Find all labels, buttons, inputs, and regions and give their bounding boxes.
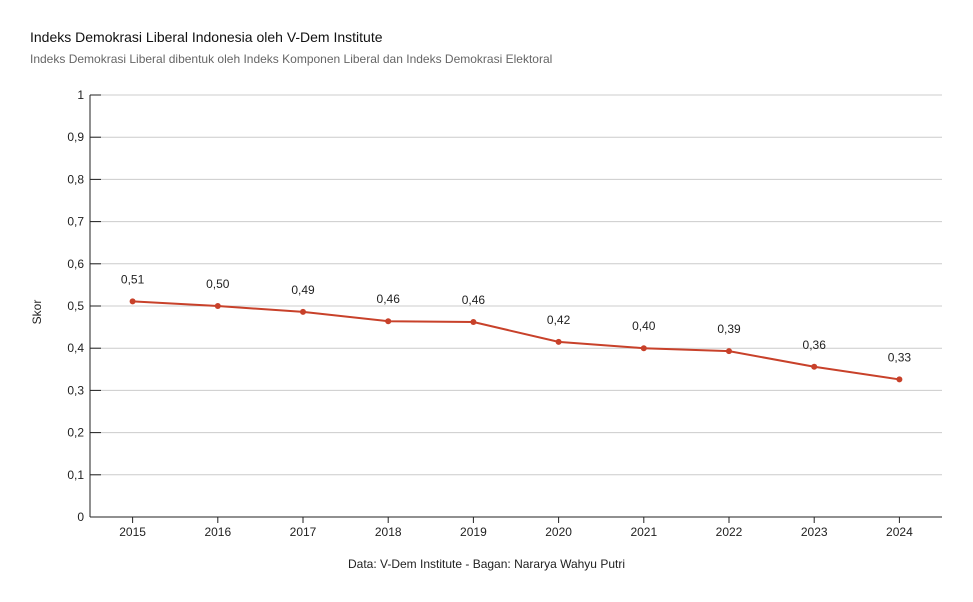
y-axis-label: Skor	[30, 300, 44, 325]
x-tick-label: 2018	[375, 525, 402, 539]
x-tick-label: 2019	[460, 525, 487, 539]
y-axis-ticks: 0 0,1 0,2 0,3 0,4 0,5 0,6 0,7 0,8 0,9 1	[67, 88, 101, 524]
x-tick-label: 2020	[545, 525, 572, 539]
data-point	[214, 303, 221, 309]
data-labels: 0,51 0,50 0,49 0,46 0,46 0,42 0,40 0,39 0,36 0,33	[121, 272, 911, 364]
y-tick-label: 0,5	[67, 299, 84, 313]
data-label: 0,36	[803, 338, 827, 352]
x-tick-label: 2022	[716, 525, 743, 539]
data-label: 0,39	[717, 322, 741, 336]
y-tick-label: 0,3	[67, 383, 84, 397]
data-point	[555, 338, 562, 345]
data-label: 0,49	[291, 283, 315, 297]
y-tick-label: 1	[77, 88, 84, 102]
data-label: 0,33	[888, 350, 912, 364]
y-tick-label: 0,1	[67, 468, 84, 482]
data-label: 0,46	[377, 292, 401, 306]
x-axis-ticks: 2015 2016 2017 2018 2019 2020 2021 2022 2023 2024	[90, 516, 942, 539]
chart-title: Indeks Demokrasi Liberal Indonesia oleh …	[30, 29, 383, 45]
series-path	[132, 300, 900, 381]
x-tick-label: 2016	[204, 525, 231, 539]
series-line	[129, 298, 903, 383]
y-tick-label: 0,2	[67, 426, 84, 440]
gridlines	[90, 94, 942, 476]
x-tick-label: 2023	[801, 525, 828, 539]
data-point	[470, 319, 477, 326]
source-note: Data: V-Dem Institute - Bagan: Nararya W…	[347, 557, 625, 571]
data-label: 0,40	[632, 319, 656, 333]
y-tick-label: 0,6	[67, 257, 84, 271]
y-tick-label: 0	[77, 510, 84, 524]
data-label: 0,46	[462, 293, 486, 307]
data-point	[129, 298, 136, 305]
y-tick-label: 0,8	[67, 172, 84, 186]
chart-subtitle: Indeks Demokrasi Liberal dibentuk oleh I…	[30, 52, 553, 66]
data-point	[640, 345, 647, 352]
y-tick-label: 0,4	[67, 341, 84, 355]
y-tick-label: 0,7	[67, 215, 84, 229]
data-point	[726, 348, 732, 355]
data-label: 0,42	[547, 313, 571, 327]
data-point	[811, 363, 818, 370]
data-label: 0,50	[206, 277, 230, 291]
y-tick-label: 0,9	[67, 130, 84, 144]
data-point	[300, 308, 306, 315]
data-point	[896, 376, 903, 383]
data-label: 0,51	[121, 272, 145, 286]
x-tick-label: 2017	[290, 525, 317, 539]
data-point	[385, 318, 392, 325]
x-tick-label: 2021	[630, 525, 657, 539]
x-tick-label: 2015	[119, 525, 146, 539]
x-tick-label: 2024	[886, 525, 913, 539]
